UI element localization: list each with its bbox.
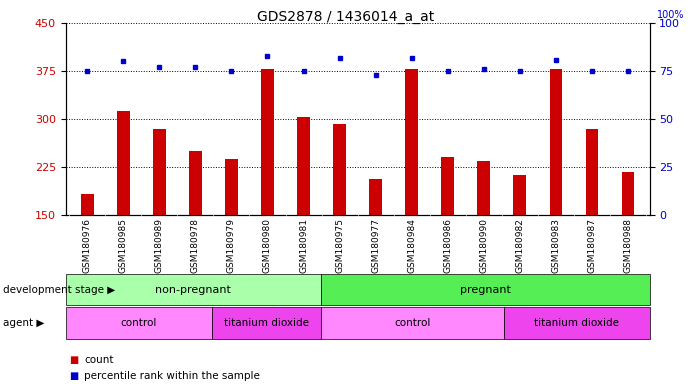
Bar [504, 307, 650, 339]
Bar [225, 159, 238, 215]
Text: ■: ■ [69, 371, 78, 381]
Bar [261, 69, 274, 215]
Bar [333, 124, 346, 215]
Text: GSM180983: GSM180983 [551, 218, 560, 273]
Bar [477, 161, 490, 215]
Text: GSM180990: GSM180990 [480, 218, 489, 273]
Text: non-pregnant: non-pregnant [155, 285, 231, 295]
Bar [406, 69, 418, 215]
Bar [622, 172, 634, 215]
Text: control: control [394, 318, 430, 328]
Text: pregnant: pregnant [460, 285, 511, 295]
Text: titanium dioxide: titanium dioxide [534, 318, 619, 328]
Text: GSM180986: GSM180986 [443, 218, 452, 273]
Bar [66, 307, 211, 339]
Text: GSM180984: GSM180984 [407, 218, 416, 273]
Bar [549, 69, 562, 215]
Bar [369, 179, 382, 215]
Bar [321, 274, 650, 305]
Bar [211, 307, 321, 339]
Bar [513, 175, 526, 215]
Bar [117, 111, 130, 215]
Bar [189, 151, 202, 215]
Text: ■: ■ [69, 355, 78, 365]
Bar [81, 194, 93, 215]
Text: 100%: 100% [656, 10, 684, 20]
Text: GSM180979: GSM180979 [227, 218, 236, 273]
Text: count: count [84, 355, 114, 365]
Text: percentile rank within the sample: percentile rank within the sample [84, 371, 261, 381]
Text: GSM180985: GSM180985 [119, 218, 128, 273]
Bar [153, 129, 166, 215]
Text: GSM180981: GSM180981 [299, 218, 308, 273]
Text: control: control [120, 318, 157, 328]
Bar [442, 157, 454, 215]
Text: GSM180982: GSM180982 [515, 218, 524, 273]
Text: agent ▶: agent ▶ [3, 318, 45, 328]
Text: GSM180978: GSM180978 [191, 218, 200, 273]
Text: GSM180975: GSM180975 [335, 218, 344, 273]
Text: GSM180976: GSM180976 [83, 218, 92, 273]
Text: GSM180980: GSM180980 [263, 218, 272, 273]
Text: GSM180989: GSM180989 [155, 218, 164, 273]
Bar [585, 129, 598, 215]
Text: GDS2878 / 1436014_a_at: GDS2878 / 1436014_a_at [257, 10, 434, 23]
Text: GSM180988: GSM180988 [623, 218, 632, 273]
Text: GSM180977: GSM180977 [371, 218, 380, 273]
Text: titanium dioxide: titanium dioxide [224, 318, 309, 328]
Bar [297, 117, 310, 215]
Text: GSM180987: GSM180987 [587, 218, 596, 273]
Bar [321, 307, 504, 339]
Bar [66, 274, 321, 305]
Text: development stage ▶: development stage ▶ [3, 285, 115, 295]
